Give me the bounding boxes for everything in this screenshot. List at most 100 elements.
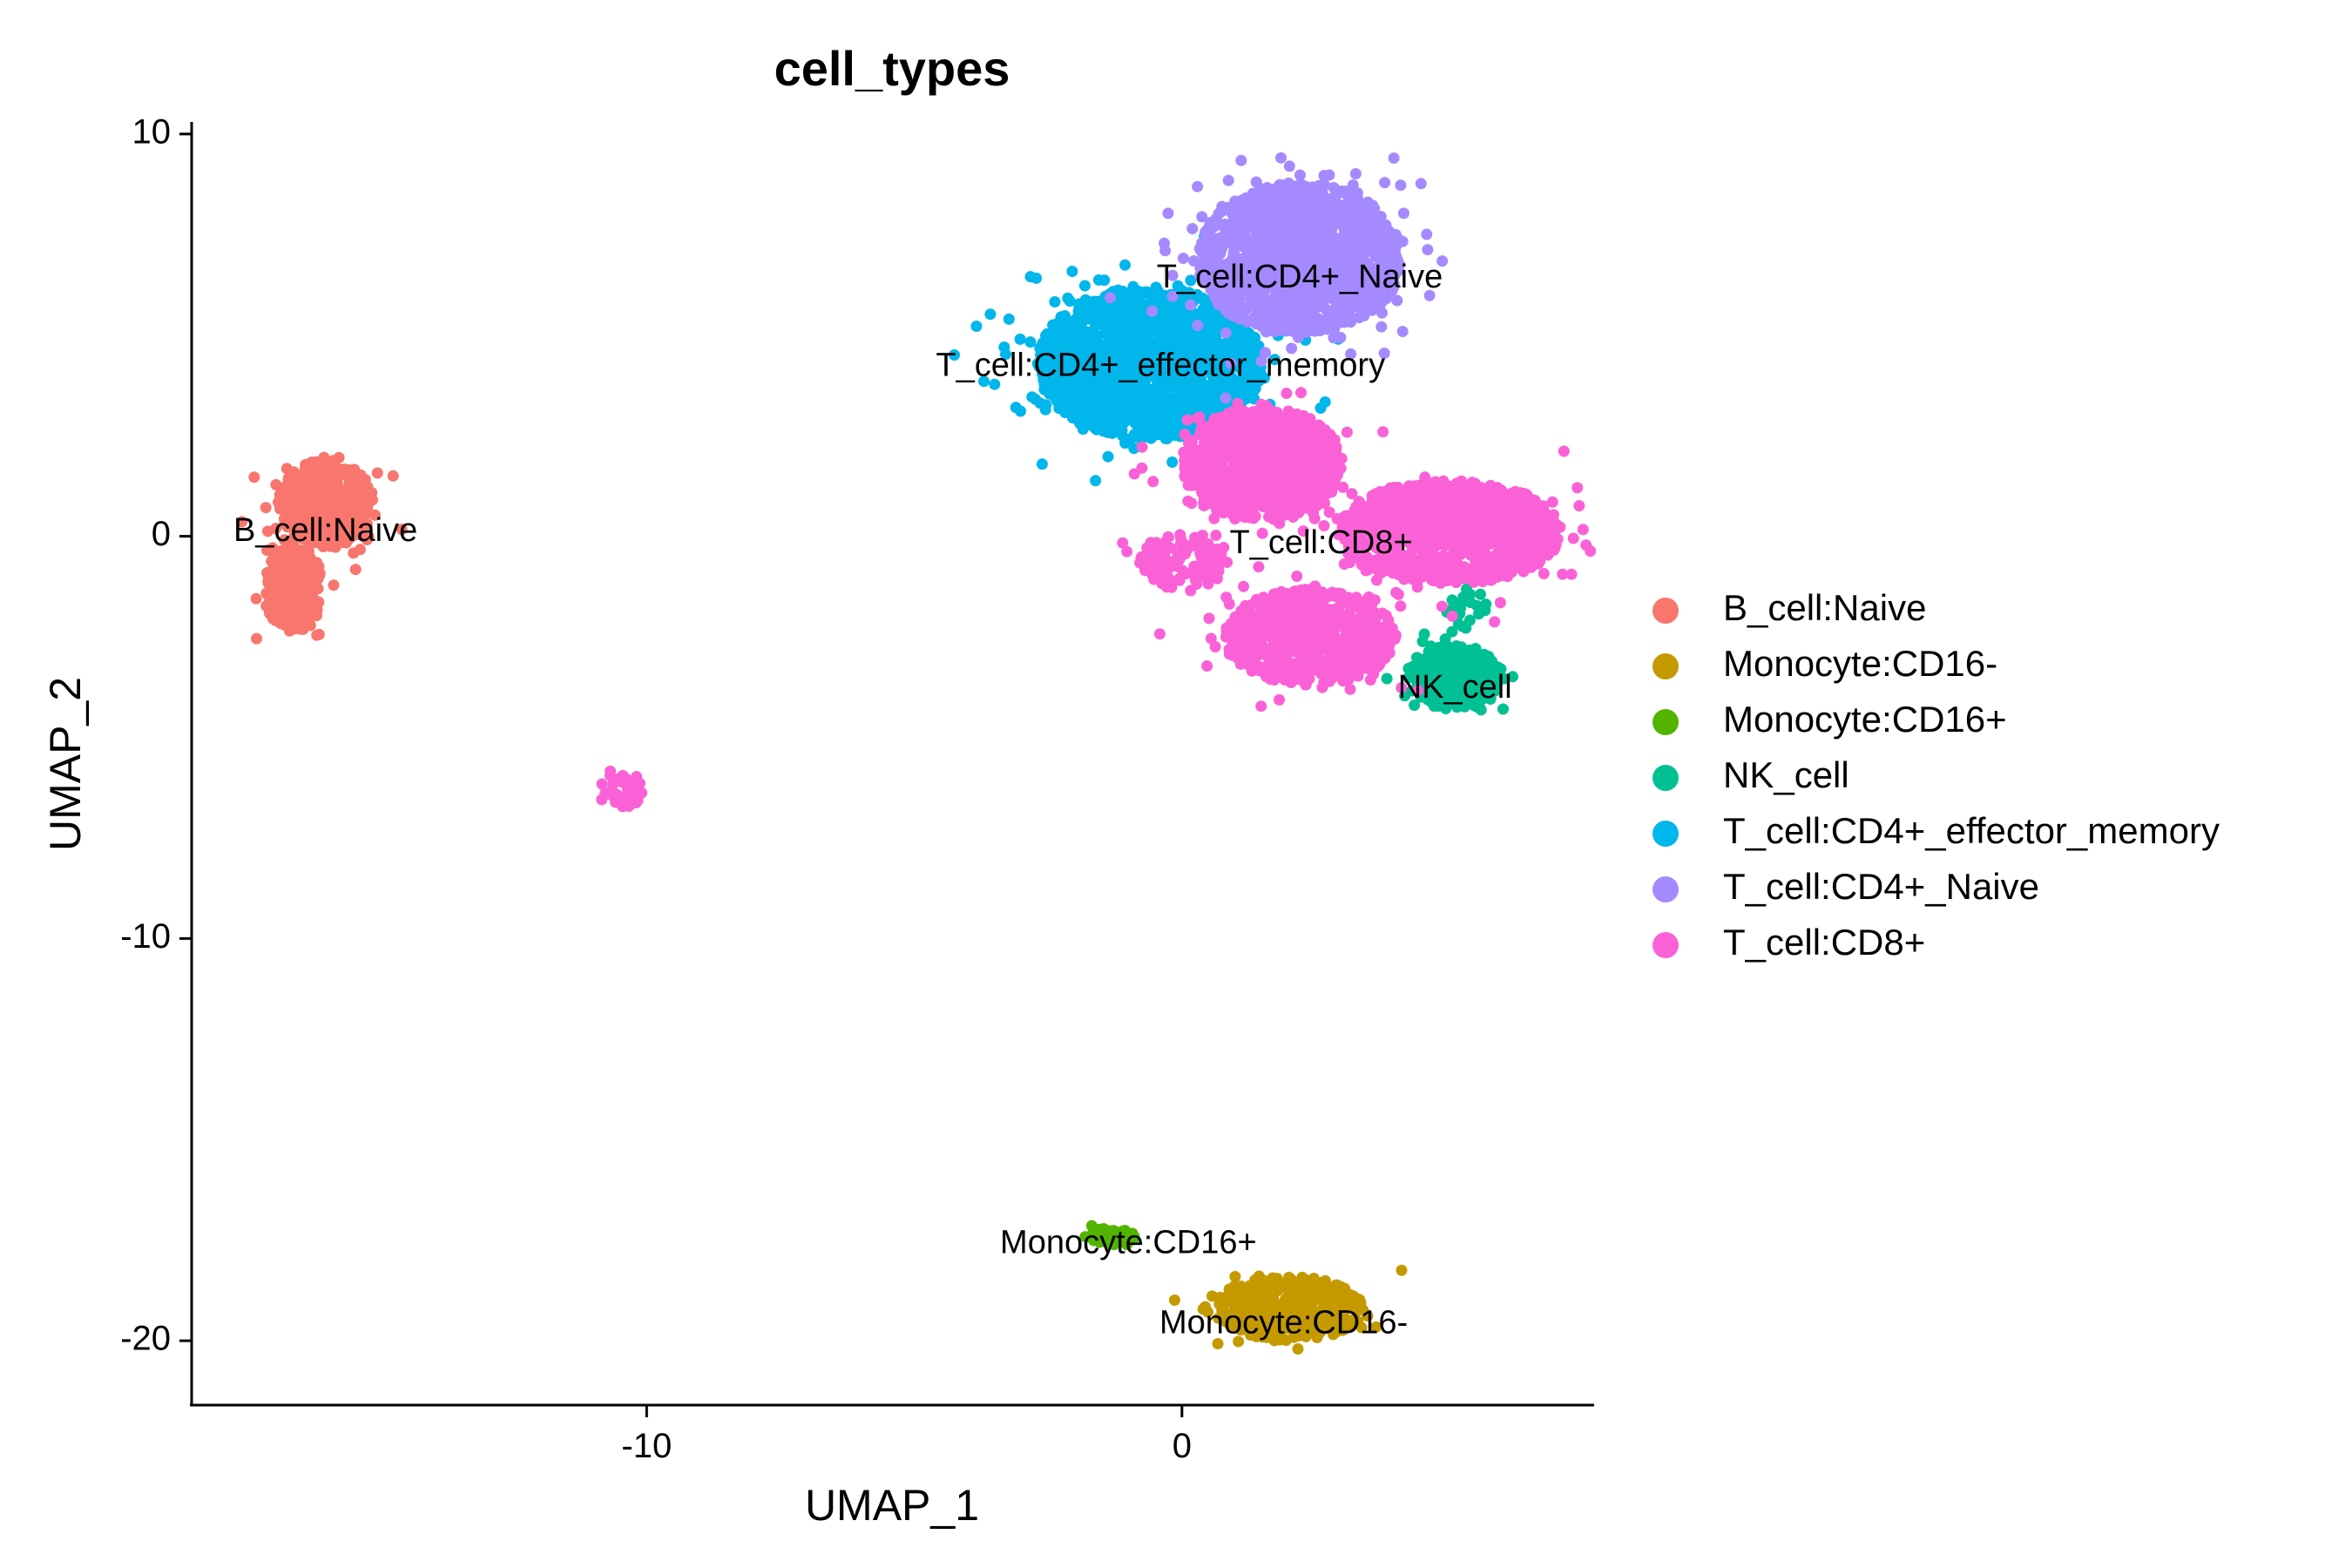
- data-point: [1267, 325, 1279, 337]
- data-point: [1247, 187, 1259, 199]
- data-point: [1391, 294, 1403, 307]
- data-point: [1183, 386, 1195, 398]
- data-point: [336, 492, 348, 504]
- data-point: [1193, 333, 1206, 344]
- data-point: [311, 604, 323, 616]
- data-point: [261, 525, 274, 537]
- data-point: [970, 321, 983, 332]
- data-point: [274, 591, 286, 602]
- data-point: [1078, 280, 1091, 292]
- data-point: [1112, 317, 1124, 329]
- data-point: [1192, 320, 1204, 332]
- data-point: [1154, 419, 1166, 431]
- data-point: [1249, 222, 1260, 234]
- data-point: [347, 489, 358, 501]
- data-point: [1497, 703, 1509, 715]
- data-point: [1456, 596, 1469, 608]
- data-point: [1186, 223, 1199, 234]
- data-point: [1196, 240, 1208, 252]
- data-point: [1366, 298, 1378, 310]
- data-point: [1396, 1264, 1408, 1276]
- data-point: [362, 531, 375, 543]
- data-point: [1359, 221, 1371, 233]
- data-point: [1064, 295, 1076, 308]
- data-point: [1257, 1322, 1269, 1335]
- data-point: [1350, 214, 1362, 226]
- data-point: [349, 564, 362, 576]
- data-point: [1041, 328, 1053, 340]
- data-point: [1146, 305, 1159, 317]
- data-point: [1127, 289, 1139, 301]
- data-point: [1074, 301, 1086, 314]
- data-point: [1232, 206, 1244, 219]
- data-point: [326, 519, 338, 531]
- data-point: [1034, 397, 1046, 409]
- data-point: [1415, 178, 1427, 190]
- data-point: [277, 609, 289, 621]
- data-point: [1342, 204, 1355, 216]
- data-point: [1323, 169, 1335, 181]
- data-point: [1338, 1317, 1350, 1328]
- data-point: [1303, 220, 1315, 233]
- data-point: [1162, 207, 1174, 220]
- data-point: [1273, 181, 1284, 193]
- series-1-points: [1168, 1264, 1408, 1355]
- data-point: [1235, 154, 1247, 166]
- data-point: [1272, 199, 1284, 212]
- data-point: [1247, 199, 1260, 212]
- data-point: [1265, 1293, 1277, 1304]
- data-point: [1241, 237, 1254, 248]
- data-point: [1267, 1314, 1279, 1326]
- data-point: [292, 619, 304, 632]
- data-point: [1197, 1303, 1209, 1315]
- data-point: [1147, 391, 1159, 403]
- data-point: [315, 526, 327, 538]
- data-point: [1292, 215, 1304, 227]
- data-point: [1159, 237, 1170, 249]
- data-point: [1079, 1231, 1092, 1243]
- data-point: [1409, 700, 1421, 711]
- data-point: [328, 579, 340, 591]
- data-point: [296, 514, 308, 526]
- data-point: [294, 551, 306, 563]
- data-point: [1113, 1227, 1125, 1240]
- data-point: [312, 514, 324, 526]
- data-point: [1375, 321, 1388, 333]
- chart-title: cell_types: [774, 41, 1010, 96]
- data-point: [348, 547, 360, 559]
- series-2-points: [1079, 1220, 1140, 1251]
- data-point: [353, 529, 365, 540]
- data-point: [265, 575, 277, 587]
- data-point: [1329, 1313, 1342, 1325]
- data-point: [281, 542, 293, 554]
- data-point: [1090, 475, 1102, 487]
- data-point: [311, 629, 323, 641]
- data-point: [250, 592, 262, 605]
- data-point: [1381, 672, 1393, 685]
- data-point: [1411, 652, 1423, 664]
- data-point: [357, 498, 369, 510]
- data-point: [1235, 301, 1247, 313]
- data-point: [1396, 326, 1409, 337]
- data-point: [1119, 259, 1131, 271]
- data-point: [1109, 412, 1121, 424]
- data-point: [1247, 1287, 1259, 1299]
- data-point: [1215, 206, 1227, 218]
- data-point: [1151, 321, 1162, 334]
- data-point: [1245, 1329, 1257, 1342]
- data-point: [309, 476, 321, 488]
- data-point: [1185, 299, 1197, 311]
- data-point: [1192, 180, 1204, 193]
- data-point: [1283, 1271, 1295, 1283]
- data-point: [329, 535, 341, 547]
- data-point: [236, 516, 248, 528]
- data-point: [1305, 311, 1317, 323]
- data-point: [1102, 450, 1114, 463]
- data-point: [1367, 199, 1379, 212]
- data-point: [1274, 1299, 1287, 1311]
- data-point: [1283, 160, 1295, 172]
- data-point: [1294, 1313, 1306, 1324]
- data-point: [1395, 179, 1407, 192]
- data-point: [279, 517, 291, 530]
- series-6-points: [596, 387, 1597, 813]
